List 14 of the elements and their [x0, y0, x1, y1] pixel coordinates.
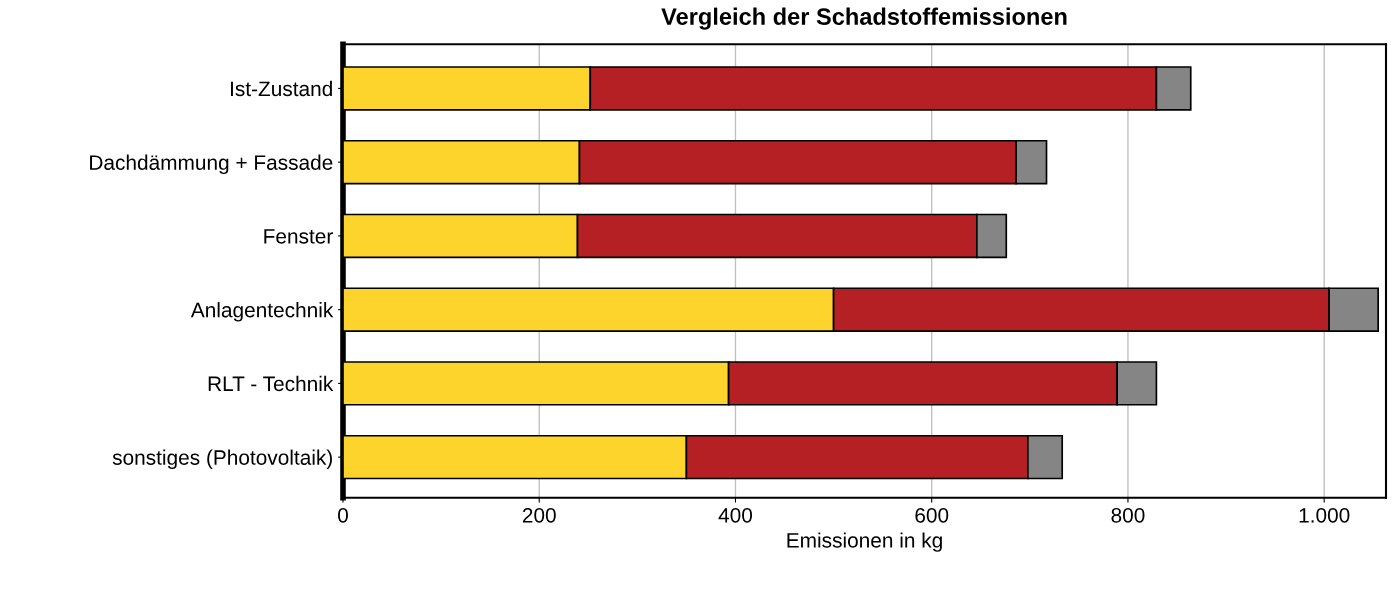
y-tick-label: sonstiges (Photovoltaik) [112, 449, 332, 470]
y-tick-label: Dachdämmung + Fassade [90, 154, 333, 175]
x-tick-label: 800 [1111, 507, 1145, 523]
y-tick-label: RLT - Technik [208, 375, 334, 392]
y-tick-label: Anlagentechnik [190, 302, 334, 322]
y-tick-label: Ist-Zustand [231, 80, 332, 97]
y-tick-label: Fenster [264, 229, 333, 244]
x-tick-label: 600 [915, 507, 949, 523]
x-tick-label: 400 [718, 507, 753, 523]
x-axis-title: Emissionen in kg [787, 532, 942, 552]
x-tick-label: 1.000 [1299, 507, 1350, 523]
x-tick-label: 200 [522, 507, 556, 523]
x-tick-label: 0 [338, 507, 348, 523]
chart-title: Vergleich der Schadstoffemissionen [661, 7, 1067, 30]
